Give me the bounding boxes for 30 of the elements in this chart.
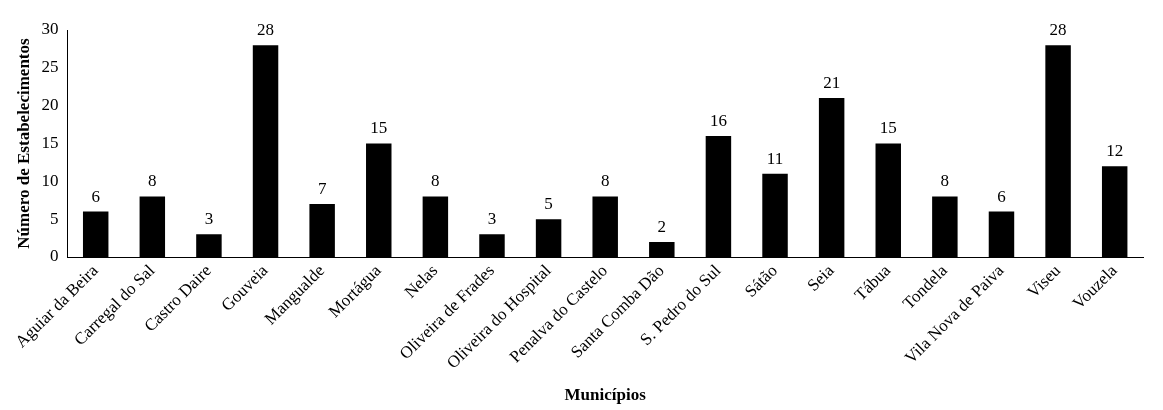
y-tick-label: 5	[49, 208, 59, 228]
data-label: 12	[1106, 141, 1124, 161]
data-label: 5	[544, 194, 553, 214]
y-tick-label: 0	[49, 246, 59, 266]
data-label: 3	[487, 209, 497, 229]
data-label: 28	[257, 20, 275, 40]
data-label: 8	[940, 171, 950, 191]
y-tick-label: 30	[41, 19, 59, 39]
x-tick-label: Viseu	[1023, 260, 1065, 302]
data-label: 15	[370, 118, 388, 138]
y-tick-label: 15	[41, 132, 59, 152]
y-tick-label: 25	[41, 57, 59, 77]
y-tick-label: 20	[41, 95, 59, 115]
data-label: 6	[91, 186, 100, 206]
data-label: 8	[600, 171, 610, 191]
data-label: 21	[823, 73, 841, 93]
data-label: 2	[657, 216, 667, 236]
data-label: 16	[709, 110, 727, 130]
x-tick-label: Seia	[803, 260, 838, 295]
x-axis-title: Municípios	[564, 385, 647, 405]
data-label: 8	[431, 171, 440, 191]
data-label: 8	[148, 171, 157, 191]
data-label: 11	[766, 148, 784, 168]
data-label: 3	[204, 209, 214, 229]
data-label: 6	[997, 186, 1006, 206]
y-axis-title: Número de Estabelecimentos	[13, 38, 33, 249]
data-label: 15	[879, 118, 897, 138]
y-tick-label: 10	[41, 170, 59, 190]
data-label: 28	[1049, 20, 1067, 40]
data-label: 7	[317, 179, 327, 199]
